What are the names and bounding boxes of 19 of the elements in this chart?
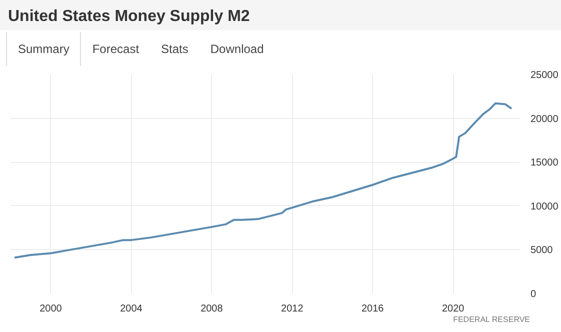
y-tick-label: 10000 <box>530 201 559 212</box>
y-tick-label: 0 <box>530 289 536 300</box>
x-tick-label: 2016 <box>362 304 384 314</box>
text: Summary <box>18 41 70 58</box>
text: Download <box>210 41 264 58</box>
x-tick-label: 2020 <box>442 304 465 314</box>
x-tick-label: 2004 <box>120 304 143 314</box>
line-series <box>14 102 512 259</box>
text: FEDERAL RESERVE <box>453 314 530 326</box>
text: Stats <box>161 41 188 58</box>
x-tick-label: 2008 <box>200 304 224 314</box>
chart-title: United States Money Supply M2 <box>8 7 250 27</box>
x-tick-label: 2012 <box>281 304 304 314</box>
text: Forecast <box>92 41 140 58</box>
y-tick-label: 15000 <box>530 158 559 169</box>
y-tick-label: 5000 <box>530 245 554 256</box>
x-tick-label: 2000 <box>40 304 62 314</box>
y-tick-label: 20000 <box>530 114 559 125</box>
y-tick-label: 25000 <box>530 70 559 81</box>
